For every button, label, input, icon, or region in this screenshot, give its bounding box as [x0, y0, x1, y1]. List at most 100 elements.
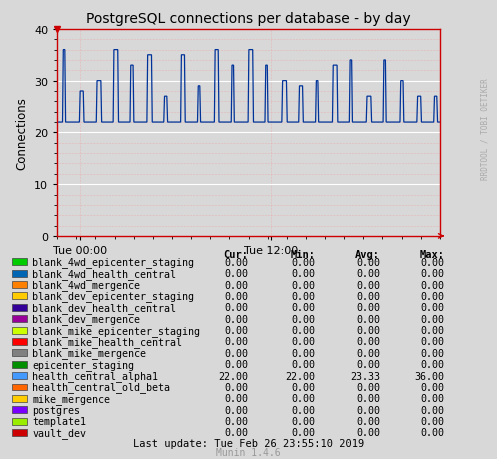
- Text: 0.00: 0.00: [225, 427, 248, 437]
- Text: 0.00: 0.00: [356, 427, 380, 437]
- Text: 0.00: 0.00: [421, 291, 445, 301]
- Text: 0.00: 0.00: [225, 382, 248, 392]
- Text: 22.00: 22.00: [219, 371, 248, 381]
- Text: blank_dev_mergence: blank_dev_mergence: [32, 313, 140, 325]
- Bar: [12, 429, 27, 436]
- Bar: [12, 281, 27, 288]
- Text: 0.00: 0.00: [421, 337, 445, 347]
- Text: blank_dev_epicenter_staging: blank_dev_epicenter_staging: [32, 291, 194, 302]
- Text: RRDTOOL / TOBI OETIKER: RRDTOOL / TOBI OETIKER: [480, 78, 489, 179]
- Text: 0.00: 0.00: [292, 302, 316, 313]
- Bar: [12, 361, 27, 368]
- Text: 0.00: 0.00: [292, 257, 316, 267]
- Text: 0.00: 0.00: [356, 269, 380, 279]
- Bar: [12, 418, 27, 425]
- Text: Munin 1.4.6: Munin 1.4.6: [216, 448, 281, 457]
- Text: 0.00: 0.00: [421, 257, 445, 267]
- Text: epicenter_staging: epicenter_staging: [32, 359, 134, 370]
- Bar: [12, 384, 27, 391]
- Text: 0.00: 0.00: [292, 291, 316, 301]
- Bar: [12, 372, 27, 379]
- Y-axis label: Connections: Connections: [15, 97, 28, 169]
- Bar: [12, 406, 27, 413]
- Bar: [12, 327, 27, 334]
- Text: vault_dev: vault_dev: [32, 427, 86, 438]
- Text: 0.00: 0.00: [225, 314, 248, 324]
- Text: 0.00: 0.00: [356, 325, 380, 336]
- Text: 0.00: 0.00: [292, 393, 316, 403]
- Text: 0.00: 0.00: [292, 269, 316, 279]
- Text: 22.00: 22.00: [286, 371, 316, 381]
- Text: Min:: Min:: [291, 250, 316, 260]
- Text: 0.00: 0.00: [292, 325, 316, 336]
- Bar: [12, 293, 27, 300]
- Text: health_central_alpha1: health_central_alpha1: [32, 370, 159, 381]
- Text: 0.00: 0.00: [292, 427, 316, 437]
- Text: blank_dev_health_central: blank_dev_health_central: [32, 302, 176, 313]
- Text: 0.00: 0.00: [225, 416, 248, 426]
- Bar: [12, 270, 27, 277]
- Title: PostgreSQL connections per database - by day: PostgreSQL connections per database - by…: [86, 12, 411, 26]
- Text: 0.00: 0.00: [356, 302, 380, 313]
- Bar: [12, 350, 27, 357]
- Text: 0.00: 0.00: [356, 359, 380, 369]
- Text: 0.00: 0.00: [356, 348, 380, 358]
- Text: 0.00: 0.00: [225, 337, 248, 347]
- Text: 36.00: 36.00: [415, 371, 445, 381]
- Text: 23.33: 23.33: [350, 371, 380, 381]
- Text: 0.00: 0.00: [225, 393, 248, 403]
- Text: health_central_old_beta: health_central_old_beta: [32, 382, 170, 392]
- Text: 0.00: 0.00: [356, 280, 380, 290]
- Text: Max:: Max:: [420, 250, 445, 260]
- Text: 0.00: 0.00: [225, 348, 248, 358]
- Text: blank_4wd_epicenter_staging: blank_4wd_epicenter_staging: [32, 257, 194, 268]
- Text: 0.00: 0.00: [356, 337, 380, 347]
- Text: 0.00: 0.00: [421, 314, 445, 324]
- Bar: [12, 315, 27, 323]
- Text: 0.00: 0.00: [292, 348, 316, 358]
- Text: mike_mergence: mike_mergence: [32, 393, 110, 404]
- Text: 0.00: 0.00: [356, 405, 380, 415]
- Text: 0.00: 0.00: [356, 393, 380, 403]
- Text: 0.00: 0.00: [421, 302, 445, 313]
- Text: 0.00: 0.00: [292, 337, 316, 347]
- Text: 0.00: 0.00: [225, 257, 248, 267]
- Text: 0.00: 0.00: [225, 359, 248, 369]
- Text: 0.00: 0.00: [225, 280, 248, 290]
- Text: 0.00: 0.00: [225, 291, 248, 301]
- Text: 0.00: 0.00: [421, 348, 445, 358]
- Text: 0.00: 0.00: [421, 382, 445, 392]
- Text: template1: template1: [32, 416, 86, 426]
- Bar: [12, 259, 27, 266]
- Text: 0.00: 0.00: [421, 359, 445, 369]
- Text: Last update: Tue Feb 26 23:55:10 2019: Last update: Tue Feb 26 23:55:10 2019: [133, 438, 364, 448]
- Text: 0.00: 0.00: [356, 416, 380, 426]
- Text: 0.00: 0.00: [292, 359, 316, 369]
- Text: 0.00: 0.00: [225, 325, 248, 336]
- Text: 0.00: 0.00: [356, 291, 380, 301]
- Text: 0.00: 0.00: [421, 393, 445, 403]
- Bar: [12, 395, 27, 402]
- Text: 0.00: 0.00: [356, 314, 380, 324]
- Text: postgres: postgres: [32, 405, 81, 415]
- Text: Avg:: Avg:: [355, 250, 380, 260]
- Text: blank_mike_health_central: blank_mike_health_central: [32, 336, 182, 347]
- Text: 0.00: 0.00: [292, 314, 316, 324]
- Text: 0.00: 0.00: [421, 280, 445, 290]
- Text: blank_mike_mergence: blank_mike_mergence: [32, 347, 146, 358]
- Text: 0.00: 0.00: [292, 280, 316, 290]
- Bar: [12, 338, 27, 345]
- Text: 0.00: 0.00: [421, 325, 445, 336]
- Text: blank_mike_epicenter_staging: blank_mike_epicenter_staging: [32, 325, 200, 336]
- Text: 0.00: 0.00: [421, 269, 445, 279]
- Text: 0.00: 0.00: [225, 269, 248, 279]
- Bar: [12, 304, 27, 311]
- Text: 0.00: 0.00: [292, 382, 316, 392]
- Text: 0.00: 0.00: [356, 257, 380, 267]
- Text: 0.00: 0.00: [225, 302, 248, 313]
- Text: 0.00: 0.00: [225, 405, 248, 415]
- Text: 0.00: 0.00: [356, 382, 380, 392]
- Text: 0.00: 0.00: [292, 405, 316, 415]
- Text: 0.00: 0.00: [292, 416, 316, 426]
- Text: blank_4wd_mergence: blank_4wd_mergence: [32, 280, 140, 291]
